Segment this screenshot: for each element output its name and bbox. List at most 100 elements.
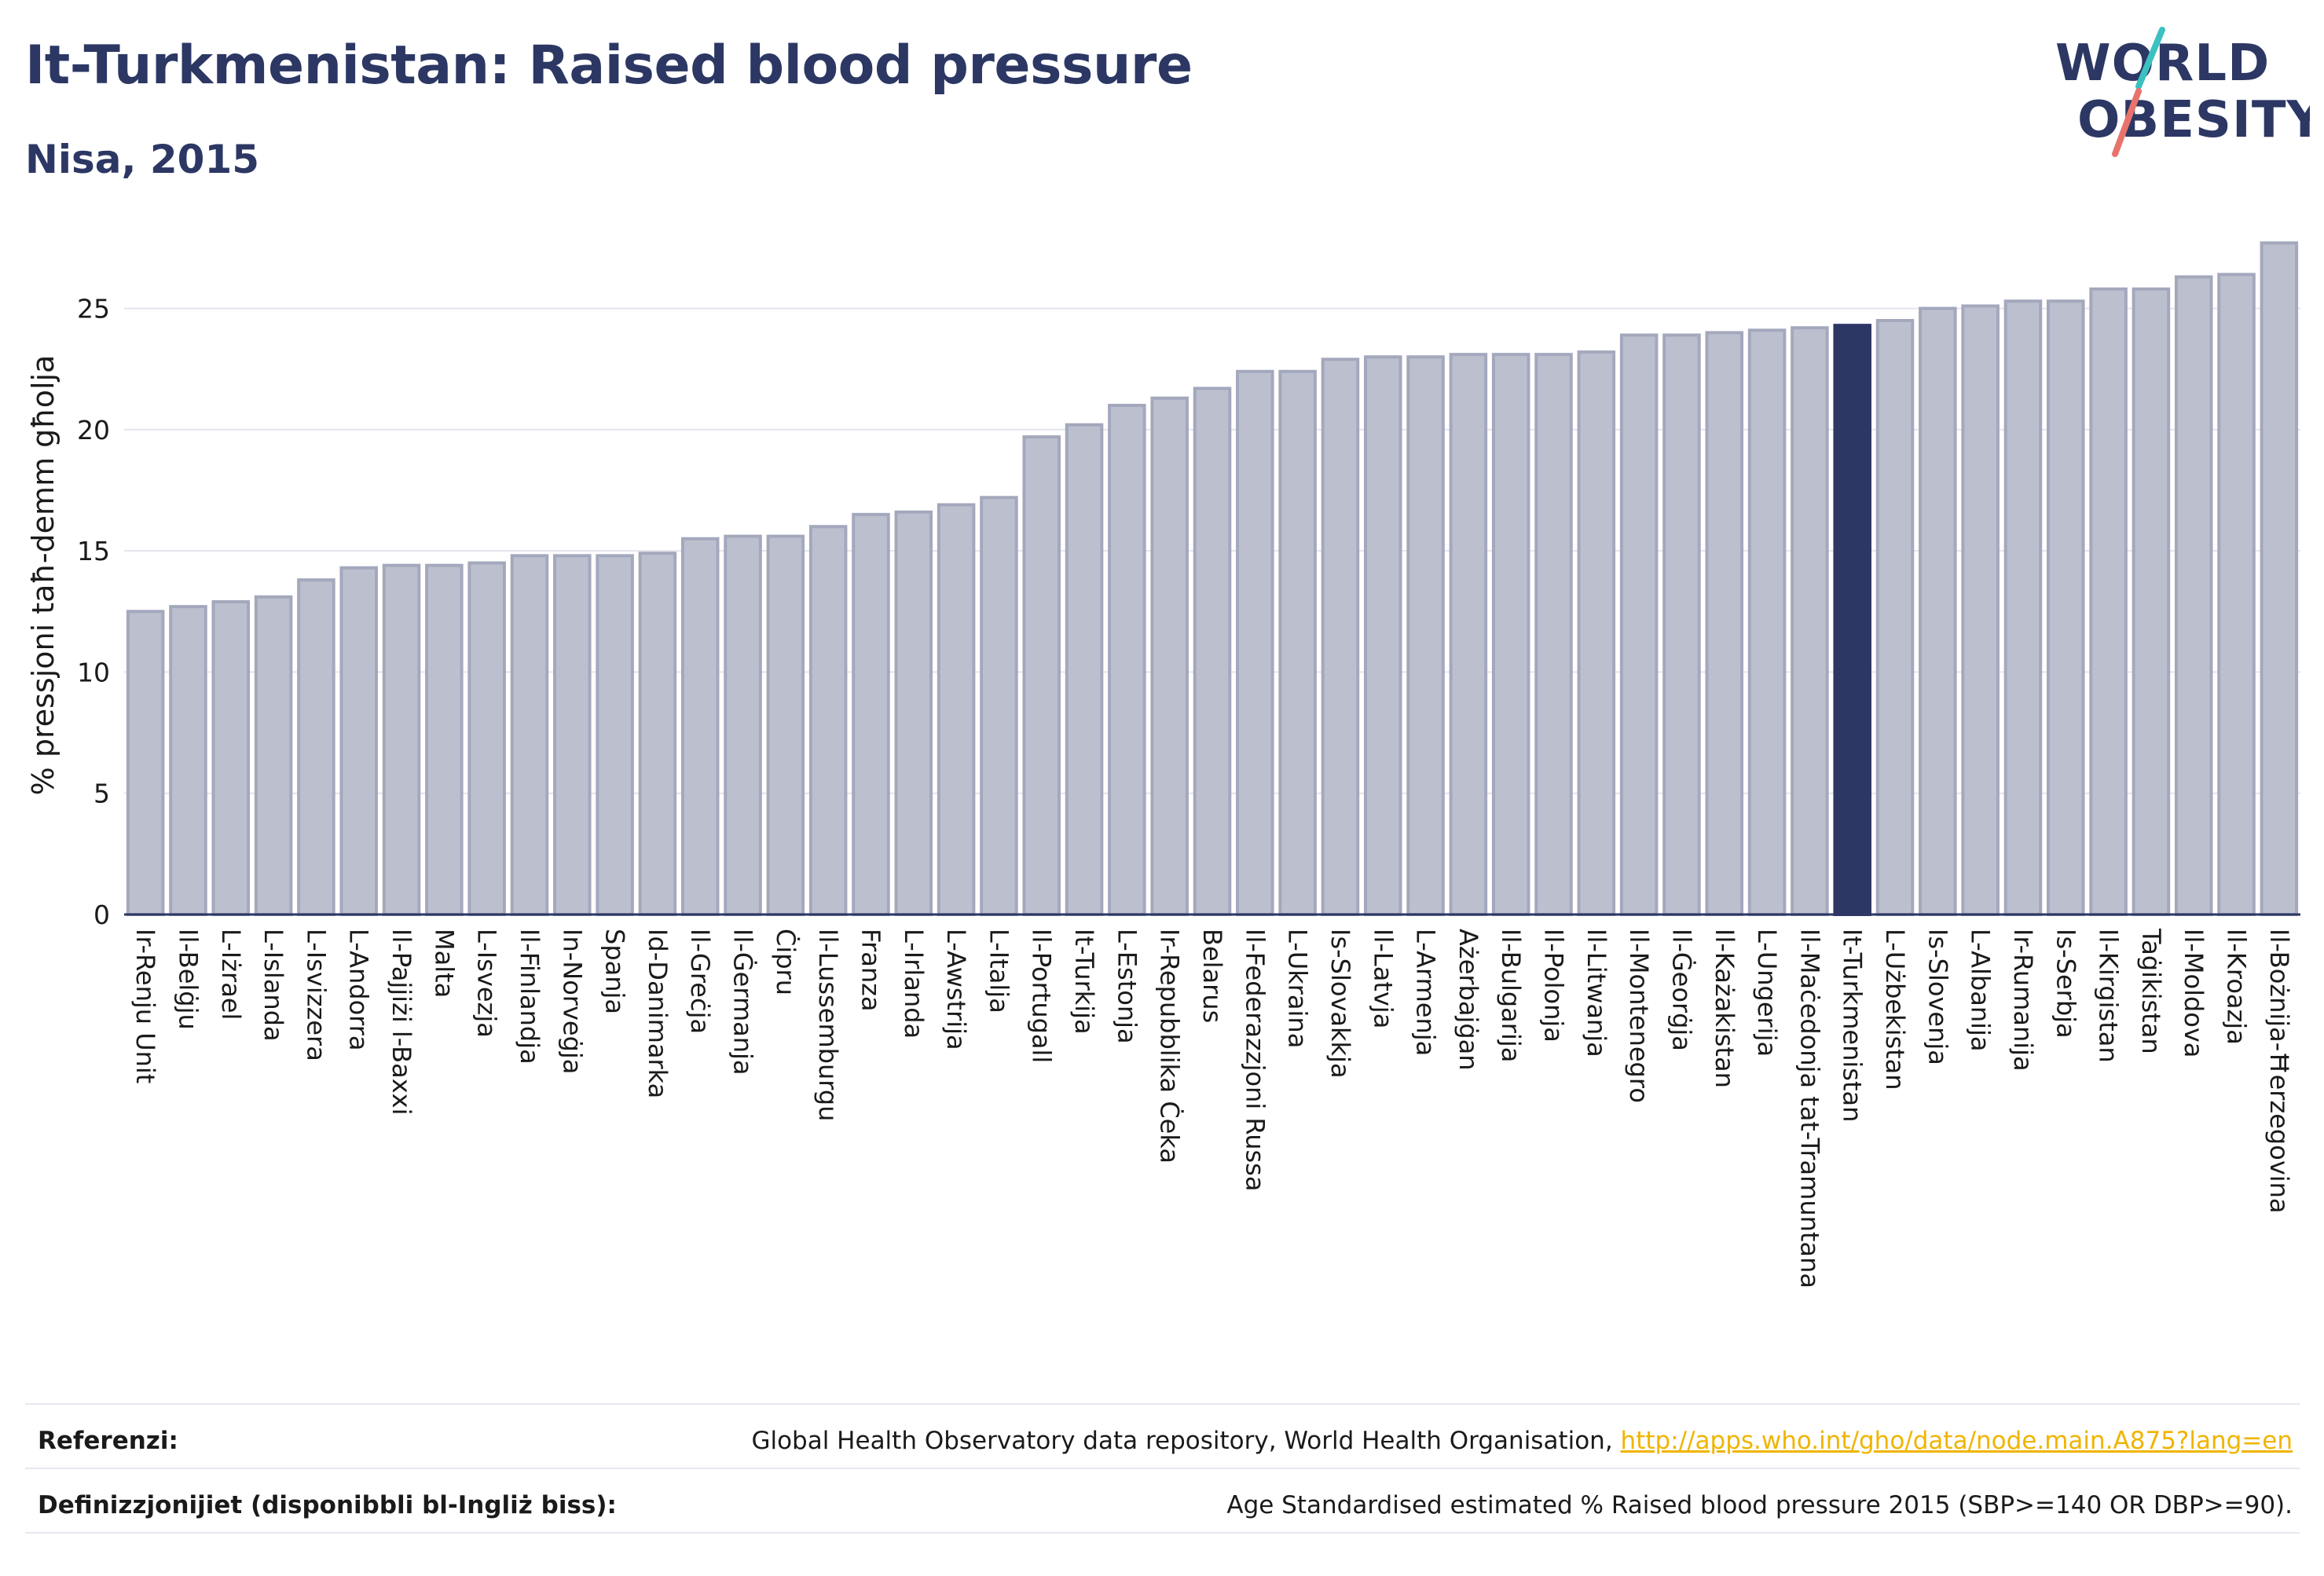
x-tick-label: Ir-Renju Unit <box>130 929 160 1083</box>
y-tick-label: 15 <box>77 536 110 566</box>
x-tick-label: Il-Belġju <box>173 929 203 1030</box>
bar <box>2132 287 2171 916</box>
bar <box>1236 369 1274 916</box>
x-tick-label: Id-Danimarka <box>643 929 673 1098</box>
x-tick-label: Il-Bulgarija <box>1496 929 1526 1062</box>
x-tick-label: Il-Latvja <box>1368 929 1398 1028</box>
bar <box>1662 333 1701 916</box>
x-tick-label: L-Andorra <box>344 929 374 1051</box>
footer-divider-bottom <box>25 1532 2300 1534</box>
bar <box>808 525 848 916</box>
x-tick-label: Ażerbajġan <box>1453 929 1483 1071</box>
x-tick-label: Il-Pajjiżi l-Baxxi <box>387 929 416 1116</box>
bar <box>1961 304 2000 916</box>
y-tick-label: 25 <box>77 294 110 324</box>
x-tick-label: Il-Bożnija-Ħerzegovina <box>2264 929 2294 1214</box>
bar <box>1321 357 1360 917</box>
x-tick-label: Ċipru <box>771 929 801 995</box>
x-tick-label: Ir-Rumanija <box>2008 929 2038 1072</box>
bar <box>1022 435 1061 916</box>
bar-chart: 0 5 10 15 20 25 % pressjoni taħ-demm għolja Ir-… <box>26 241 2300 1288</box>
x-tick-label: L-Isvizzera <box>301 929 331 1061</box>
x-tick-label: It-Turkija <box>1069 929 1099 1035</box>
x-tick-label: Is-Serbja <box>2051 929 2080 1039</box>
bar <box>467 561 506 916</box>
x-tick-label: Il-Kroazja <box>2222 929 2252 1045</box>
bar <box>1919 306 1957 917</box>
x-tick-label: L-Ungerija <box>1752 929 1782 1057</box>
x-tick-label: Il-Polonja <box>1539 929 1569 1043</box>
bar <box>297 578 335 917</box>
bar <box>1108 404 1146 916</box>
bar <box>638 552 677 916</box>
x-tick-label: L-Estonja <box>1112 929 1142 1044</box>
bar <box>1150 396 1189 916</box>
bar <box>1278 369 1317 916</box>
bar <box>1705 331 1744 916</box>
references-source: Global Health Observatory data repositor… <box>751 1427 1621 1455</box>
x-tick-label: Il-Litwanja <box>1582 929 1611 1057</box>
x-tick-label: L-Isvezja <box>472 929 502 1038</box>
x-tick-label: Spanja <box>600 929 630 1014</box>
world-obesity-logo: WORLD OBESITY <box>2055 27 2310 157</box>
x-tick-label: L-Albanija <box>1966 929 1996 1051</box>
x-tick-label: L-Italja <box>984 929 1014 1013</box>
y-tick-label: 20 <box>77 415 110 445</box>
references-label: Referenzi: <box>38 1427 178 1455</box>
logo-slash-bottom <box>2112 88 2142 157</box>
references-link[interactable]: http://apps.who.int/gho/data/node.main.A… <box>1620 1427 2293 1455</box>
chart-subtitle: Nisa, 2015 <box>25 137 260 182</box>
bar <box>2089 287 2128 916</box>
bar <box>596 554 634 916</box>
chart-title: It-Turkmenistan: Raised blood pressure <box>25 35 1193 97</box>
bar <box>382 563 421 917</box>
bar <box>425 563 464 917</box>
x-tick-label: Belarus <box>1197 929 1227 1023</box>
bar <box>339 566 378 916</box>
definitions-label: Definizzjonijiet (disponibbli bl-Ingliż … <box>38 1491 617 1519</box>
x-tick-label: L-Awstrija <box>941 929 971 1050</box>
bar <box>2260 241 2299 916</box>
x-tick-label: Il-Każakistan <box>1710 929 1739 1088</box>
x-tick-label: Is-Slovakkja <box>1325 929 1355 1079</box>
logo-slash-top <box>2135 27 2165 90</box>
bar <box>852 512 890 916</box>
y-axis-label: % pressjoni taħ-demm għolja <box>26 355 60 796</box>
bar <box>1791 326 1829 916</box>
y-tick-label: 5 <box>93 779 110 809</box>
bar <box>1193 387 1232 916</box>
bar <box>1875 319 1915 916</box>
bar <box>1491 353 1530 916</box>
definitions-text: Age Standardised estimated % Raised bloo… <box>1226 1491 2293 1519</box>
x-tick-label: Taġikistan <box>2136 928 2166 1054</box>
logo-line-2: OBESITY <box>2077 91 2310 149</box>
x-tick-label: Il-Greċja <box>685 929 715 1034</box>
x-tick-label: Il-Finlandja <box>515 929 544 1065</box>
bar <box>1833 324 1871 916</box>
x-tick-label: L-Iżrael <box>216 929 246 1020</box>
bar <box>980 496 1018 916</box>
x-tick-label: Il-Moldova <box>2179 929 2209 1057</box>
bar <box>553 554 592 916</box>
x-tick-label: Il-Ġermanja <box>728 929 758 1076</box>
bar <box>1363 355 1402 916</box>
y-tick-label: 0 <box>93 900 110 930</box>
bar <box>169 605 207 916</box>
x-tick-label: It-Turkmenistan <box>1838 929 1868 1122</box>
bar <box>894 510 933 916</box>
footer-divider-top <box>25 1403 2300 1405</box>
bar <box>1534 353 1573 916</box>
x-tick-label: Il-Lussemburgu <box>813 929 843 1121</box>
y-tick-label: 10 <box>77 657 110 687</box>
x-tick-label: Il-Ġeorġja <box>1666 929 1696 1051</box>
bar <box>2217 273 2256 917</box>
x-tick-label: Franza <box>856 929 885 1012</box>
bar <box>2047 299 2085 917</box>
bar <box>254 595 293 916</box>
x-tick-label: Il-Kirgistan <box>2094 929 2124 1063</box>
bar <box>510 554 549 916</box>
x-tick-label: L-Armenja <box>1411 929 1441 1056</box>
references-text: Global Health Observatory data repositor… <box>751 1427 2293 1455</box>
x-tick-label: L-Użbekistan <box>1880 929 1910 1090</box>
x-tick-label: Ir-Repubblika Ċeka <box>1155 929 1185 1164</box>
